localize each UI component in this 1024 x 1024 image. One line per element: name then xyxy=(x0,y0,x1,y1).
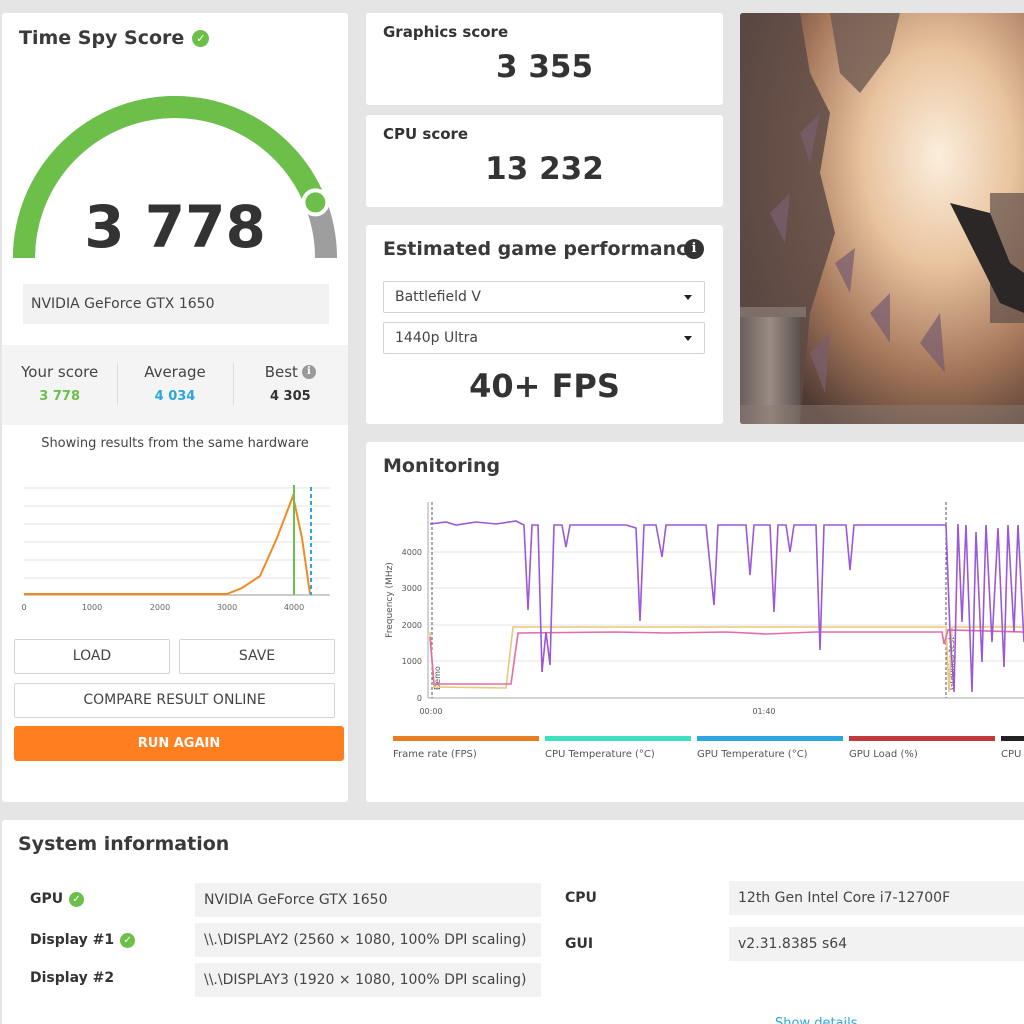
preset-select-value: 1440p Ultra xyxy=(395,330,478,346)
display2-key-label: Display #2 xyxy=(30,970,115,986)
x-tick-0000: 00:00 xyxy=(419,707,442,716)
best-value: 4 305 xyxy=(269,389,311,404)
run-again-button[interactable]: RUN AGAIN xyxy=(14,726,344,761)
info-icon[interactable]: i xyxy=(684,239,704,259)
score-comparison: Your score 3 778 Average 4 034 Best i 4 3… xyxy=(2,345,348,425)
cpu-score-value: 13 232 xyxy=(485,151,604,187)
best-label: Best xyxy=(264,363,298,381)
cpu-key-label: CPU xyxy=(565,890,597,906)
chevron-down-icon xyxy=(684,295,692,300)
cpu-key: CPU xyxy=(565,890,597,906)
dist-tick-0: 0 xyxy=(21,603,26,612)
score-gauge xyxy=(13,96,337,259)
distribution-grid xyxy=(24,487,330,579)
demo-marker-label: Demo xyxy=(433,666,442,690)
game-performance-title: Estimated game performance xyxy=(383,238,701,260)
series-line-purple xyxy=(429,520,1024,693)
distribution-curve xyxy=(24,492,311,595)
gpu-key-label: GPU xyxy=(30,891,64,907)
your-score-label: Your score xyxy=(21,363,99,381)
cpu-score-card: CPU score 13 232 xyxy=(366,115,723,207)
graphics-score-value: 3 355 xyxy=(495,49,594,85)
check-icon: ✓ xyxy=(69,891,85,907)
show-details-link[interactable]: Show details xyxy=(775,1016,858,1024)
display2-value: \\.\DISPLAY3 (1920 × 1080, 100% DPI scal… xyxy=(195,963,541,997)
legend-gpu-temperature: GPU Temperature (°C) xyxy=(697,736,843,760)
legend-gpu-temperature-label: GPU Temperature (°C) xyxy=(697,749,808,760)
estimated-fps: 40+ FPS xyxy=(469,367,620,405)
check-icon: ✓ xyxy=(192,29,210,47)
check-icon: ✓ xyxy=(120,932,136,948)
graphics-score-card: Graphics score 3 355 xyxy=(366,13,723,105)
total-score: 3 778 xyxy=(84,193,266,261)
gpu-name: NVIDIA GeForce GTX 1650 xyxy=(23,284,329,324)
score-title-text: Time Spy Score xyxy=(19,27,185,49)
gauge-knob xyxy=(301,188,330,217)
graphics-score-label: Graphics score xyxy=(383,23,509,41)
score-distribution-chart: 0 1000 2000 3000 4000 xyxy=(21,485,330,612)
legend-frame-rate-label: Frame rate (FPS) xyxy=(393,749,477,760)
distribution-caption: Showing results from the same hardware xyxy=(41,436,309,451)
load-button[interactable]: LOAD xyxy=(14,639,170,674)
monitoring-chart: 0 1000 2000 3000 4000 Frequency (MHz) 00… xyxy=(385,502,1024,716)
artwork-image xyxy=(740,13,1024,424)
save-button[interactable]: SAVE xyxy=(179,639,335,674)
game-select-value: Battlefield V xyxy=(395,289,481,305)
your-score-stat: Your score 3 778 xyxy=(2,345,117,425)
legend-cpu-temperature-label: CPU Temperature (°C) xyxy=(545,749,655,760)
legend-cpu: CPU xyxy=(1001,736,1024,760)
average-label: Average xyxy=(144,363,206,381)
average-stat: Average 4 034 xyxy=(117,345,232,425)
display1-key: Display #1 ✓ xyxy=(30,932,136,948)
preset-select[interactable]: 1440p Ultra xyxy=(383,322,705,354)
info-icon[interactable]: i xyxy=(301,365,316,379)
chevron-down-icon xyxy=(684,336,692,341)
benchmark-artwork xyxy=(740,13,1024,424)
compare-result-online-button[interactable]: COMPARE RESULT ONLINE xyxy=(14,683,335,718)
your-score-value: 3 778 xyxy=(39,389,81,404)
legend-gpu-load: GPU Load (%) xyxy=(849,736,995,760)
gauge-fill xyxy=(13,96,326,259)
series-line-yellow xyxy=(429,626,1024,693)
legend-frame-rate: Frame rate (FPS) xyxy=(393,736,539,760)
cpu-score-label: CPU score xyxy=(383,125,469,143)
y-tick-1000: 1000 xyxy=(402,657,422,666)
cpu-value: 12th Gen Intel Core i7-12700F xyxy=(729,881,1024,915)
gui-key-label: GUI xyxy=(565,936,594,952)
average-value: 4 034 xyxy=(154,389,196,404)
gpu-key: GPU ✓ xyxy=(30,891,85,907)
dist-tick-1000: 1000 xyxy=(82,603,102,612)
gpu-value: NVIDIA GeForce GTX 1650 xyxy=(195,883,541,917)
gui-value: v2.31.8385 s64 xyxy=(729,927,1024,961)
gui-key: GUI xyxy=(565,936,593,952)
y-tick-4000: 4000 xyxy=(402,548,422,557)
legend-cpu-temperature: CPU Temperature (°C) xyxy=(545,736,691,760)
best-stat: Best i 4 305 xyxy=(232,345,348,425)
system-information-card: System information GPU ✓ NVIDIA GeForce … xyxy=(2,820,1024,1024)
legend-gpu-load-label: GPU Load (%) xyxy=(849,749,918,760)
dist-tick-2000: 2000 xyxy=(150,603,170,612)
game-performance-card: Estimated game performance i Battlefield… xyxy=(366,225,723,424)
legend-cpu-label: CPU xyxy=(1001,749,1022,760)
game-select[interactable]: Battlefield V xyxy=(383,281,705,313)
y-tick-0: 0 xyxy=(417,694,422,703)
monitoring-y-label: Frequency (MHz) xyxy=(385,562,395,638)
display1-key-label: Display #1 xyxy=(30,932,115,948)
x-tick-0140: 01:40 xyxy=(752,707,775,716)
monitoring-card: Monitoring 0 1000 2000 3000 4000 Frequen… xyxy=(366,442,1024,802)
dist-tick-3000: 3000 xyxy=(217,603,237,612)
system-information-title: System information xyxy=(18,833,230,855)
display2-key: Display #2 xyxy=(30,970,114,986)
display1-value: \\.\DISPLAY2 (2560 × 1080, 100% DPI scal… xyxy=(195,923,541,957)
monitoring-title: Monitoring xyxy=(383,455,501,477)
dist-tick-4000: 4000 xyxy=(284,603,304,612)
y-tick-3000: 3000 xyxy=(402,584,422,593)
score-card: Time Spy Score ✓ 3 778 NVIDIA GeForce GT… xyxy=(2,13,348,802)
y-tick-2000: 2000 xyxy=(402,621,422,630)
score-title: Time Spy Score ✓ xyxy=(19,27,210,49)
series-line-pink xyxy=(429,629,1024,685)
